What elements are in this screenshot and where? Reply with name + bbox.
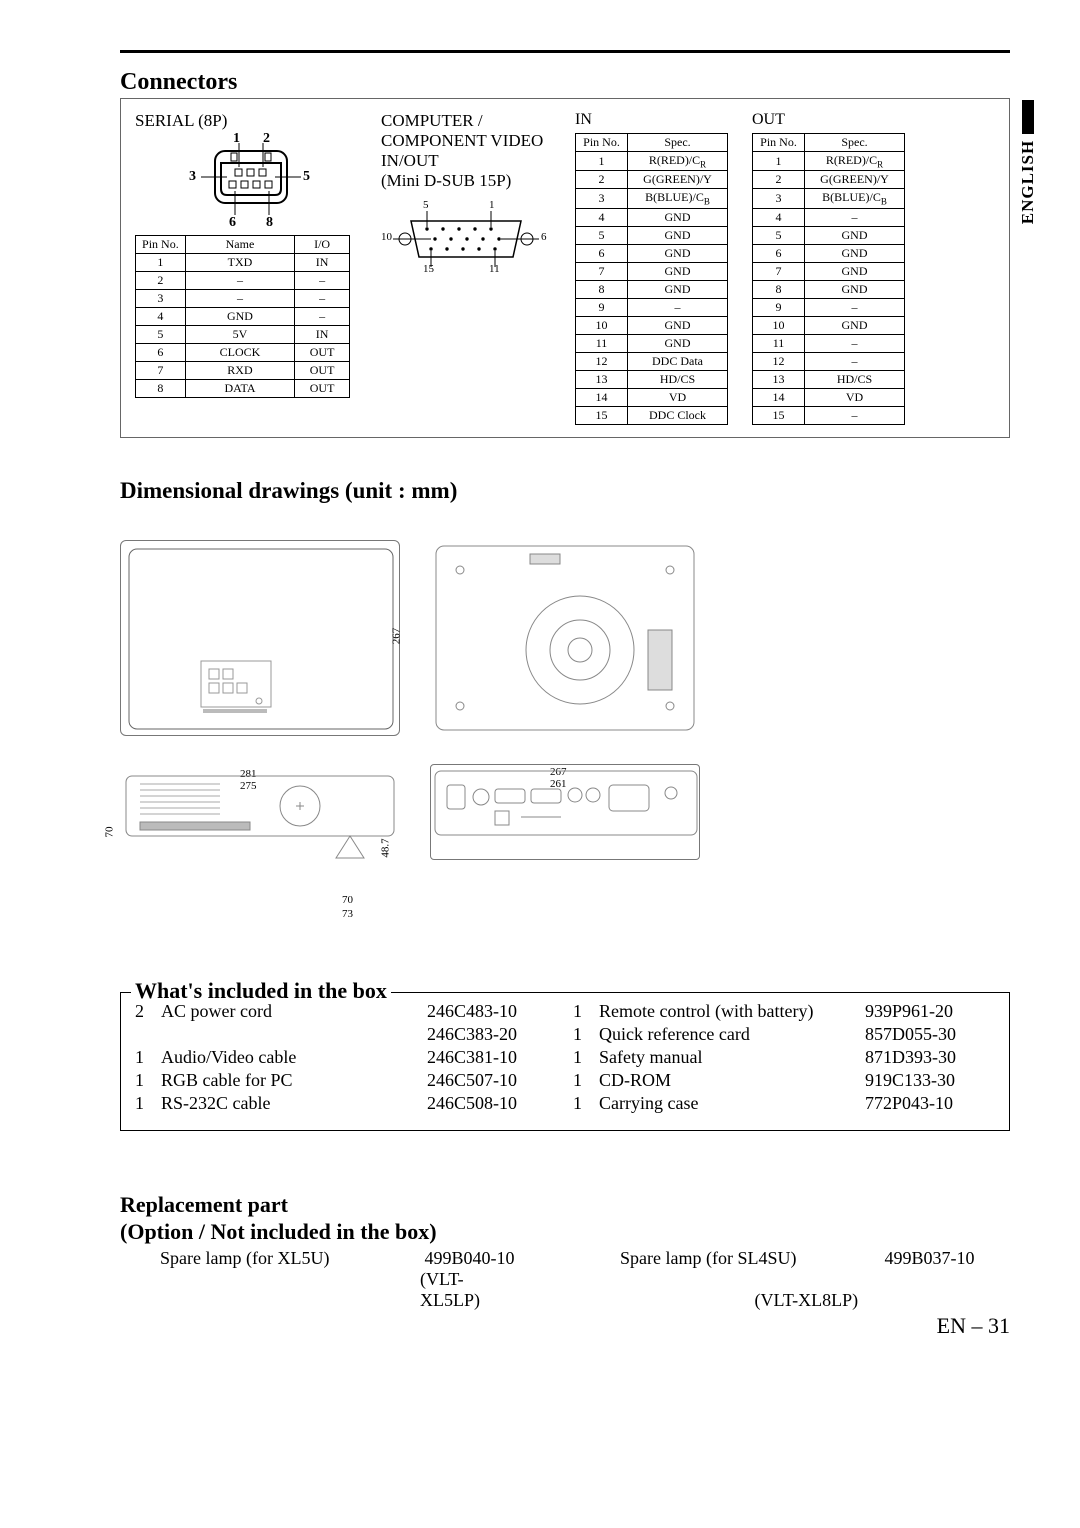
connectors-heading: Connectors: [120, 69, 1010, 96]
in-block: IN Pin No.Spec.1R(RED)/CR2G(GREEN)/Y3B(B…: [575, 111, 728, 425]
drawings-area: 267 281 275 70: [120, 540, 1010, 862]
dsub-l10: 10: [381, 231, 392, 243]
top-view: [120, 540, 400, 736]
out-label: OUT: [752, 111, 905, 129]
serial-title: SERIAL (8P): [135, 111, 367, 131]
replacement-title-2: (Option / Not included in the box): [120, 1219, 437, 1244]
spare-left-name: Spare lamp (for XL5U): [160, 1248, 420, 1269]
dim-b73: 73: [342, 908, 353, 920]
dsub-column: COMPUTER / COMPONENT VIDEO IN/OUT (Mini …: [381, 111, 561, 425]
in-table: Pin No.Spec.1R(RED)/CR2G(GREEN)/Y3B(BLUE…: [575, 133, 728, 425]
serial-column: SERIAL (8P): [135, 111, 367, 425]
draw-col-left: 267 281 275 70: [120, 540, 400, 862]
included-left: 2AC power cord246C483-10246C383-201Audio…: [135, 1001, 557, 1116]
out-block: OUT Pin No.Spec.1R(RED)/CR2G(GREEN)/Y3B(…: [752, 111, 905, 425]
dsub-title: COMPUTER / COMPONENT VIDEO IN/OUT: [381, 111, 561, 171]
serial-pin-2: 2: [263, 131, 270, 147]
back-view: [430, 764, 700, 860]
included-row: 1Carrying case772P043-10: [573, 1093, 995, 1114]
side-view: [120, 766, 400, 862]
dsub-l15: 15: [423, 263, 434, 275]
included-row: 1RS-232C cable246C508-10: [135, 1093, 557, 1114]
connectors-box: SERIAL (8P): [120, 98, 1010, 438]
included-row: 1Remote control (with battery)939P961-20: [573, 1001, 995, 1022]
dsub-l1: 1: [489, 199, 495, 211]
included-frame: What's included in the box 2AC power cor…: [120, 992, 1010, 1131]
tab-bar: [1022, 100, 1034, 134]
dsub-diagram: 5 1 10 6 15 11: [381, 201, 551, 275]
included-row: 1Quick reference card857D055-30: [573, 1024, 995, 1045]
included-row: 1RGB cable for PC246C507-10: [135, 1070, 557, 1091]
included-legend: What's included in the box: [131, 978, 391, 1004]
spare-right-part: 499B037-10: [885, 1248, 975, 1268]
included-row: 1CD-ROM919C133-30: [573, 1070, 995, 1091]
included-right: 1Remote control (with battery)939P961-20…: [573, 1001, 995, 1116]
inout-column: IN Pin No.Spec.1R(RED)/CR2G(GREEN)/Y3B(B…: [575, 111, 995, 425]
replacement-title-1: Replacement part: [120, 1192, 288, 1217]
serial-pin-5: 5: [303, 169, 310, 185]
dim-heading: Dimensional drawings (unit : mm): [120, 478, 1010, 504]
serial-pin-8: 8: [266, 215, 273, 231]
spare-left-part: 499B040-10: [425, 1248, 515, 1268]
in-label: IN: [575, 111, 728, 129]
serial-pin-table: Pin No.NameI/O1TXDIN2––3––4GND–55VIN6CLO…: [135, 235, 350, 398]
included-row: 1Audio/Video cable246C381-10: [135, 1047, 557, 1068]
page-number: EN – 31: [120, 1313, 1010, 1339]
serial-pin-3: 3: [189, 169, 196, 185]
included-row: 1Safety manual871D393-30: [573, 1047, 995, 1068]
dsub-l6: 6: [541, 231, 547, 243]
dsub-l11: 11: [489, 263, 500, 275]
included-row: 246C383-20: [135, 1024, 557, 1045]
dim-487: 48.7: [380, 838, 392, 857]
draw-col-right: 267 261: [430, 540, 700, 862]
spare-right-sub: (VLT-XL8LP): [465, 1290, 859, 1311]
top-rule: [120, 50, 1010, 53]
spare-right-name: Spare lamp (for SL4SU): [620, 1248, 880, 1269]
out-table: Pin No.Spec.1R(RED)/CR2G(GREEN)/Y3B(BLUE…: [752, 133, 905, 425]
serial-pin-6: 6: [229, 215, 236, 231]
spare-left-sub: (VLT-XL5LP): [120, 1269, 460, 1311]
dsub-subtitle: (Mini D-SUB 15P): [381, 171, 561, 191]
language-label: ENGLISH: [1018, 140, 1038, 224]
language-tab: ENGLISH: [1018, 100, 1038, 210]
dim-70: 70: [104, 826, 116, 837]
replacement-section: Replacement part (Option / Not included …: [120, 1191, 1010, 1311]
dim-267: 267: [390, 628, 402, 645]
front-view: [430, 540, 700, 736]
included-row: 2AC power cord246C483-10: [135, 1001, 557, 1022]
serial-pin-1: 1: [233, 131, 240, 147]
serial-diagram: 1 2 3 5 6 8: [171, 135, 331, 225]
dim-b70: 70: [342, 894, 353, 906]
dsub-l5: 5: [423, 199, 429, 211]
